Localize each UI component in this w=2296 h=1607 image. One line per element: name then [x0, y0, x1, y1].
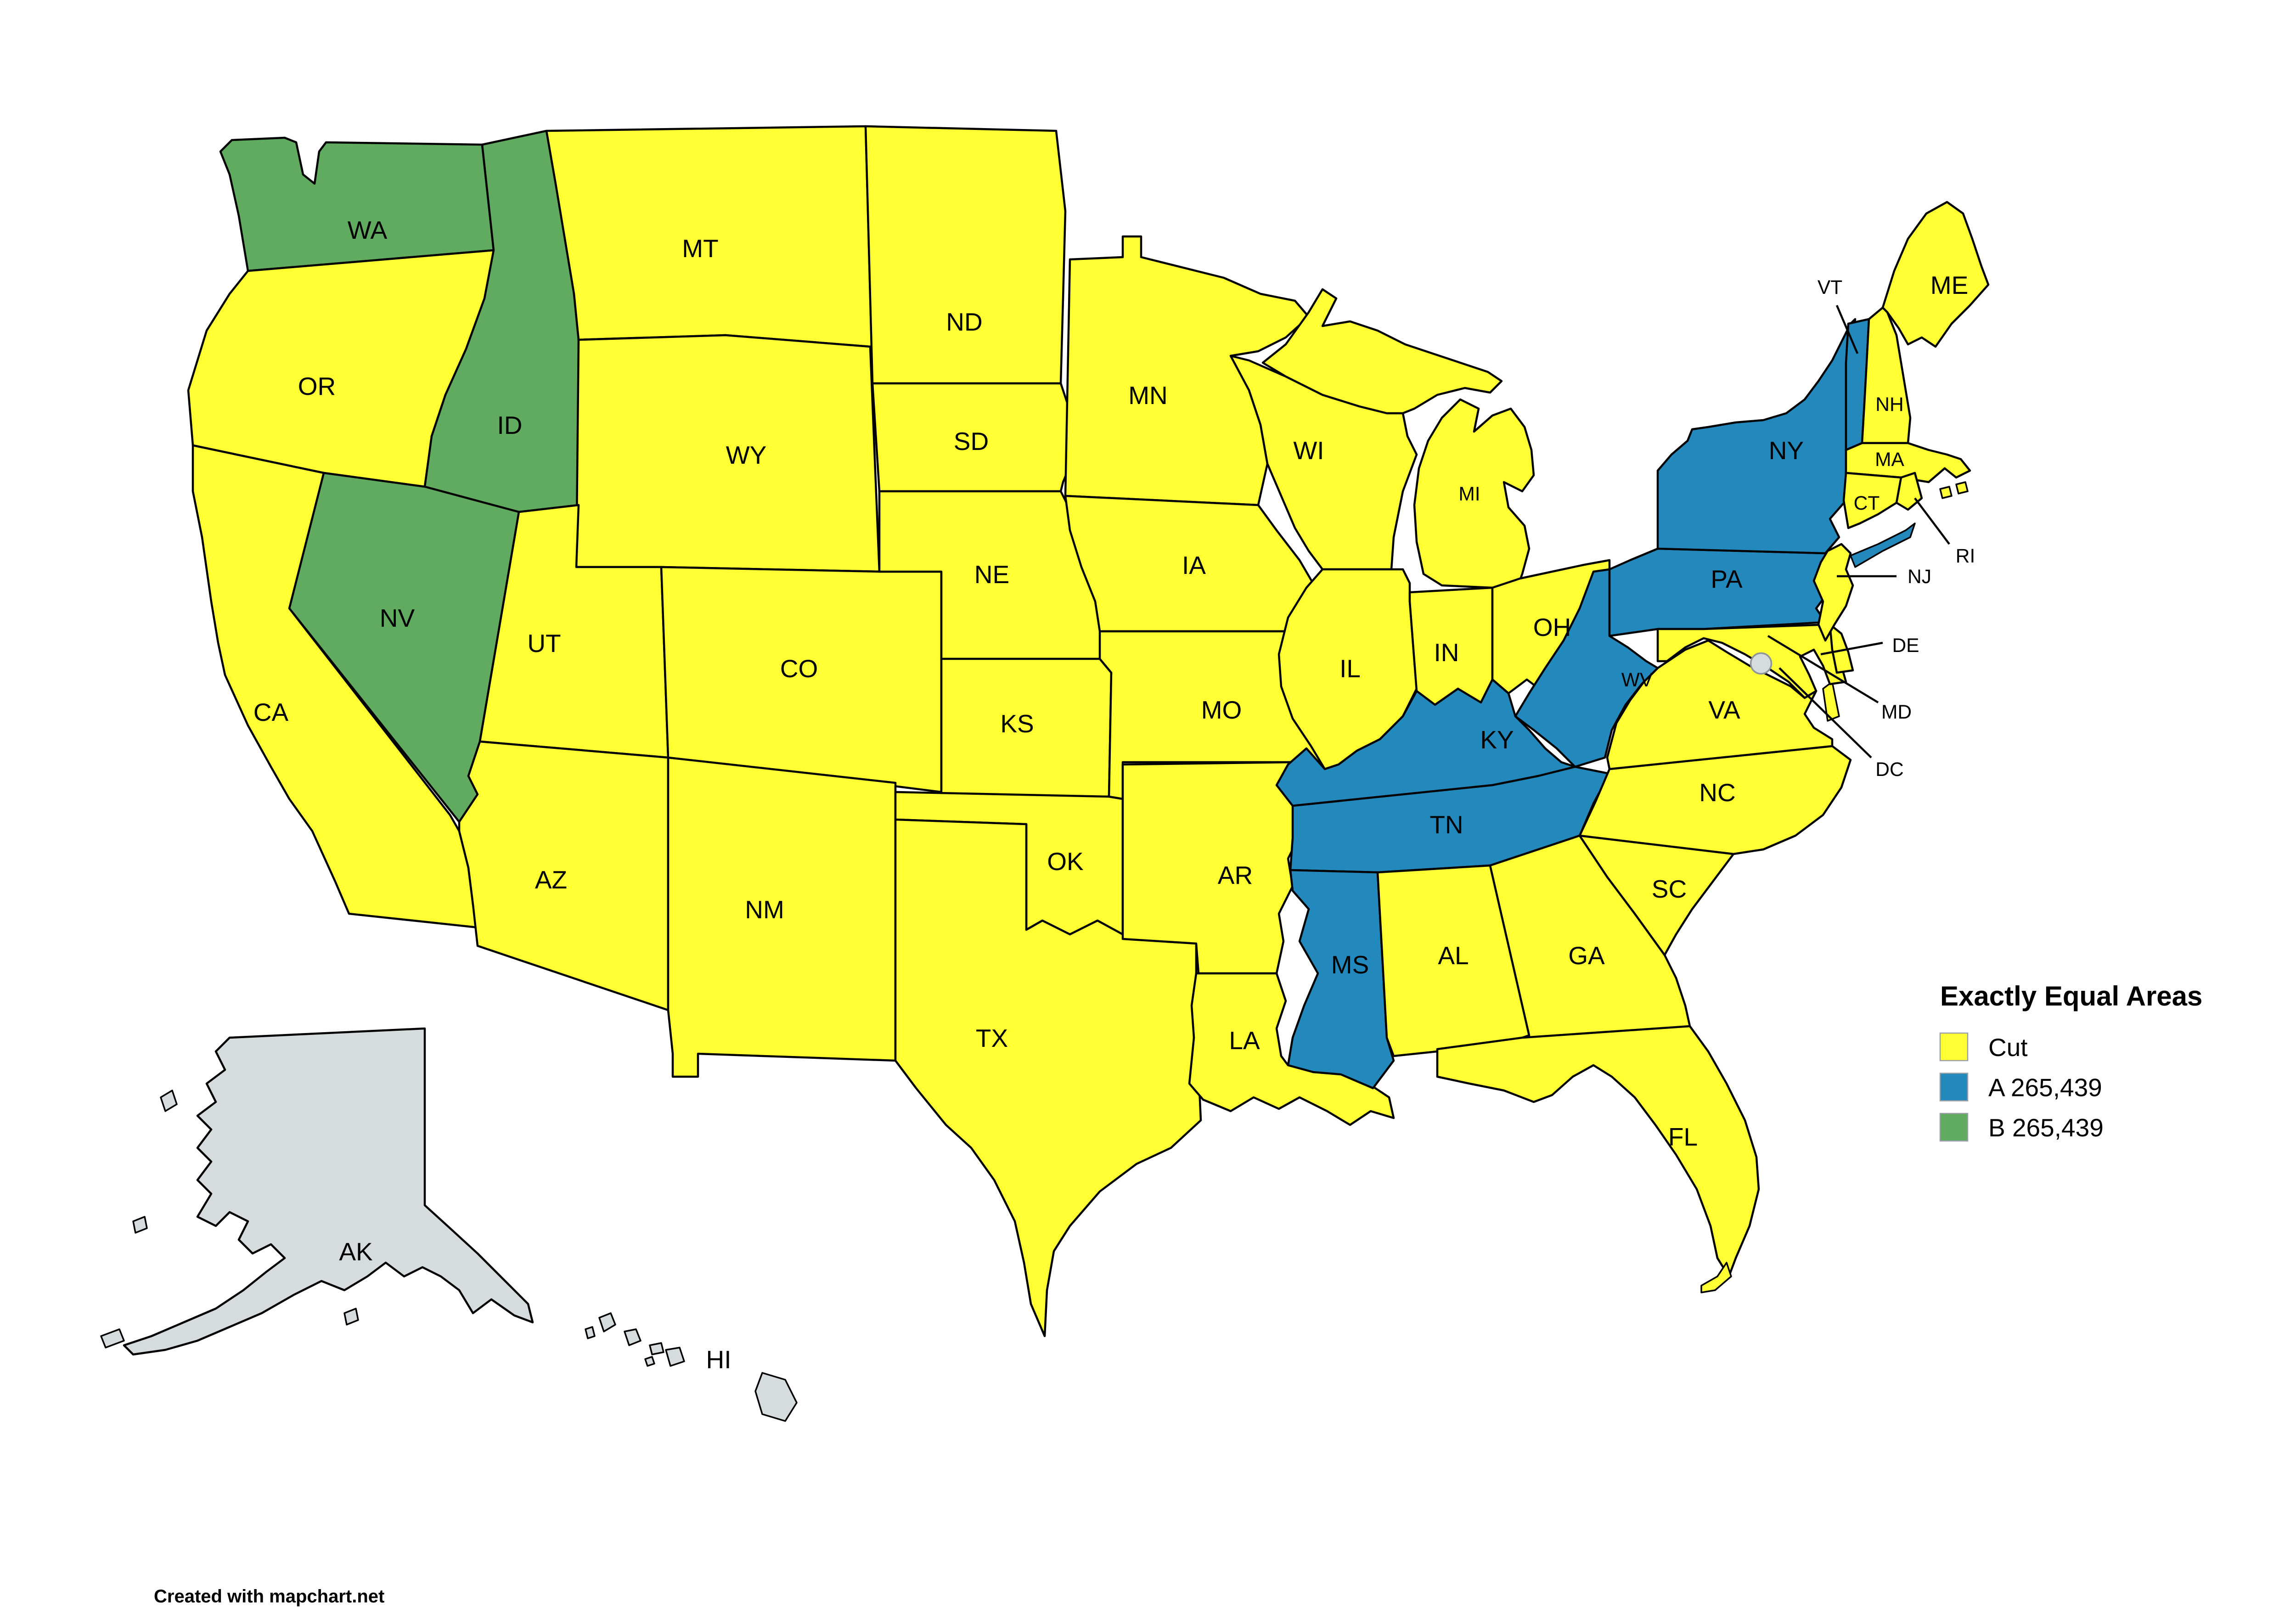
leader-DC	[1778, 667, 1872, 759]
label-CO: CO	[780, 654, 818, 683]
label-KY: KY	[1480, 725, 1514, 754]
legend-label-a: A 265,439	[1988, 1073, 2102, 1102]
label-AL: AL	[1438, 941, 1469, 970]
label-SC: SC	[1652, 875, 1687, 903]
label-MS: MS	[1331, 950, 1369, 979]
state-MI[interactable]	[1413, 398, 1535, 594]
state-LA[interactable]	[1188, 972, 1395, 1126]
state-VA-eastern-shore[interactable]	[1822, 681, 1840, 722]
label-MT: MT	[682, 234, 718, 263]
state-AK[interactable]	[123, 1027, 534, 1356]
label-NE: NE	[974, 560, 1009, 589]
fl-keys	[1700, 1262, 1732, 1293]
state-NJ[interactable]	[1812, 543, 1854, 642]
state-ME[interactable]	[1881, 201, 1990, 348]
state-CA[interactable]	[191, 444, 479, 929]
label-UT: UT	[527, 629, 561, 657]
label-CT: CT	[1854, 493, 1880, 514]
state-NY[interactable]	[1656, 318, 1857, 555]
state-labels: WA OR CA NV ID MT WY UT CO AZ NM ND SD N…	[253, 216, 1975, 1374]
state-ND[interactable]	[864, 125, 1067, 385]
state-HI[interactable]	[585, 1312, 798, 1422]
label-OH: OH	[1533, 613, 1571, 641]
state-WV[interactable]	[1514, 568, 1659, 768]
label-WY: WY	[726, 441, 767, 469]
state-TX[interactable]	[894, 818, 1202, 1337]
ak-islands	[100, 1090, 359, 1349]
state-DE[interactable]	[1829, 623, 1854, 674]
state-MI-upper[interactable]	[1261, 288, 1503, 415]
state-WA[interactable]	[219, 136, 495, 272]
legend-swatch-a	[1939, 1073, 1969, 1101]
legend-title: Exactly Equal Areas	[1940, 981, 2202, 1011]
label-AZ: AZ	[535, 865, 567, 894]
label-LA: LA	[1229, 1026, 1260, 1055]
label-NY: NY	[1769, 436, 1804, 465]
label-ME: ME	[1930, 271, 1969, 299]
label-MD: MD	[1881, 702, 1912, 723]
label-OK: OK	[1047, 847, 1084, 876]
label-MN: MN	[1128, 381, 1168, 410]
label-HI: HI	[706, 1345, 732, 1374]
label-TN: TN	[1429, 810, 1463, 839]
label-ID: ID	[497, 411, 523, 439]
leader-DE	[1820, 641, 1883, 656]
label-FL: FL	[1668, 1123, 1698, 1151]
label-NV: NV	[380, 604, 415, 632]
label-MI: MI	[1458, 483, 1480, 505]
legend-label-b: B 265,439	[1988, 1113, 2104, 1142]
label-GA: GA	[1568, 941, 1605, 970]
states-layer	[100, 125, 1990, 1422]
label-IN: IN	[1434, 638, 1459, 667]
label-NM: NM	[745, 895, 784, 924]
state-CT[interactable]	[1842, 472, 1902, 529]
state-AR[interactable]	[1121, 761, 1310, 975]
label-NH: NH	[1875, 394, 1903, 416]
state-FL[interactable]	[1436, 1025, 1760, 1278]
label-AK: AK	[339, 1237, 373, 1266]
credit-watermark: Created with mapchart.net	[154, 1586, 384, 1607]
label-AR: AR	[1218, 861, 1253, 889]
label-TX: TX	[976, 1024, 1008, 1052]
legend-swatch-cut	[1939, 1032, 1969, 1062]
state-MS[interactable]	[1287, 869, 1395, 1090]
legend-label-cut: Cut	[1988, 1033, 2028, 1062]
label-SD: SD	[954, 427, 989, 455]
label-NJ: NJ	[1908, 566, 1931, 588]
leader-VT	[1835, 305, 1859, 354]
leader-RI	[1914, 497, 1950, 545]
dc-dot[interactable]	[1750, 652, 1773, 675]
label-NC: NC	[1699, 778, 1735, 807]
state-SC[interactable]	[1578, 834, 1735, 956]
label-VT: VT	[1818, 277, 1842, 298]
label-ND: ND	[946, 308, 982, 336]
label-OR: OR	[298, 372, 336, 400]
label-DE: DE	[1892, 635, 1919, 657]
leader-lines	[1767, 305, 1950, 759]
label-KS: KS	[1000, 709, 1034, 738]
state-NY-long-island[interactable]	[1850, 523, 1916, 568]
label-PA: PA	[1711, 565, 1743, 593]
label-CA: CA	[253, 698, 289, 726]
state-NC[interactable]	[1578, 745, 1852, 855]
label-VA: VA	[1708, 696, 1740, 724]
label-RI: RI	[1956, 545, 1975, 567]
label-MO: MO	[1201, 696, 1242, 724]
label-IL: IL	[1339, 654, 1361, 683]
ma-islands	[1939, 481, 1969, 499]
label-IA: IA	[1182, 551, 1206, 579]
legend-swatch-b	[1939, 1113, 1969, 1142]
legend: Exactly Equal Areas Cut A 265,439 B 265,…	[1939, 981, 2202, 1142]
label-MA: MA	[1875, 449, 1904, 471]
leader-MD	[1767, 635, 1879, 703]
label-WI: WI	[1293, 436, 1324, 465]
label-WA: WA	[348, 216, 388, 244]
label-DC: DC	[1875, 759, 1903, 781]
label-WV: WV	[1621, 669, 1653, 691]
